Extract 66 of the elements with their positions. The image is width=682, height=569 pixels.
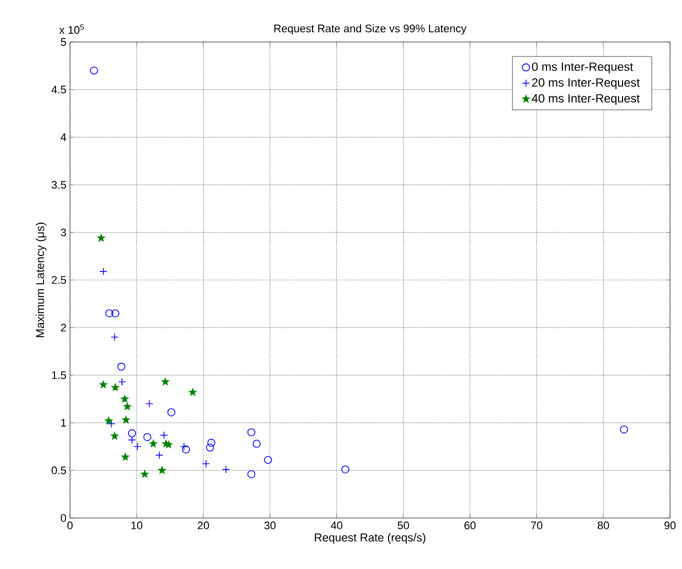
point <box>247 428 256 436</box>
x-tick-label: 60 <box>464 522 476 530</box>
point <box>124 402 132 410</box>
chart-title: Request Rate and Size vs 99% Latency <box>274 24 466 34</box>
legend-label: 40 ms Inter-Request <box>532 94 640 105</box>
point <box>128 429 136 438</box>
text: x 10$^{5}$ <box>59 24 84 34</box>
y-tick-label: 2 <box>60 324 66 332</box>
point <box>112 384 120 391</box>
y-tick-label: 5 <box>60 38 66 46</box>
point <box>167 408 176 416</box>
x-tick-label: 70 <box>531 522 542 530</box>
point <box>182 445 190 454</box>
y-tick-label: 0.5 <box>52 466 66 474</box>
y-tick-label: 3.5 <box>52 180 66 189</box>
point <box>207 438 216 447</box>
x-tick-label: 80 <box>598 522 609 530</box>
point <box>247 470 256 478</box>
x-tick-label: 20 <box>198 522 209 530</box>
point <box>145 400 154 408</box>
point <box>110 333 119 342</box>
legend-label: 0 ms Inter-Request <box>532 62 634 74</box>
point <box>140 470 148 478</box>
point <box>160 431 168 440</box>
x-tick-label: 30 <box>264 522 276 530</box>
x-axis-title: Request Rate (reqs/s) <box>314 533 426 544</box>
point <box>117 362 126 371</box>
point <box>264 456 272 464</box>
x-tick-label: 10 <box>131 522 142 530</box>
y-tick-label: 3 <box>60 228 66 236</box>
point <box>111 309 120 318</box>
point <box>206 444 214 452</box>
y-tick-label: 1 <box>61 419 66 427</box>
point <box>110 432 118 440</box>
y-tick-label: 1.5 <box>52 371 66 380</box>
point <box>620 425 628 434</box>
y-axis-title: Maximum Latency (μs) <box>36 222 46 338</box>
x-tick-label: 40 <box>330 522 342 530</box>
point <box>107 420 116 428</box>
point <box>162 378 170 386</box>
point <box>341 465 350 474</box>
y-tick-label: 4.5 <box>51 86 66 94</box>
point <box>122 453 130 460</box>
point <box>122 416 130 424</box>
y-tick-label: 2.5 <box>52 276 66 284</box>
point <box>97 234 105 242</box>
x-tick-label: 0 <box>67 522 73 530</box>
point <box>133 442 142 451</box>
point <box>158 466 166 474</box>
x-tick-label: 90 <box>664 522 676 530</box>
point <box>150 440 158 448</box>
point <box>252 440 261 448</box>
y-tick-label: 4 <box>60 133 66 141</box>
point <box>100 380 108 388</box>
point <box>90 66 98 75</box>
point <box>188 388 196 396</box>
point <box>99 267 108 276</box>
y-tick-label: 0 <box>60 514 66 522</box>
point <box>202 460 210 468</box>
point <box>143 433 152 442</box>
point <box>120 395 128 402</box>
point <box>104 416 112 424</box>
x-tick-label: 50 <box>398 522 409 530</box>
point <box>105 309 114 318</box>
legend-label: 20 ms Inter-Request <box>532 78 640 90</box>
point <box>155 451 164 460</box>
